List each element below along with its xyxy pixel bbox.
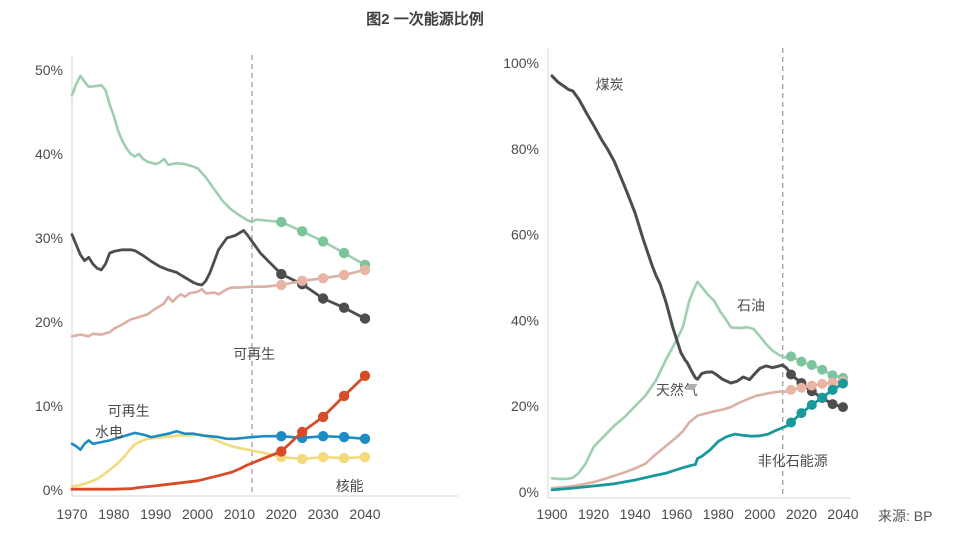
- series-line-oil: [70, 74, 367, 267]
- forecast-dot-nuclear: [338, 452, 350, 464]
- x-tick-label: 1990: [140, 506, 171, 522]
- x-tick-label: 1970: [56, 506, 87, 522]
- forecast-dot-hydro: [338, 431, 350, 443]
- forecast-dot-gas: [796, 382, 807, 393]
- forecast-dot-coal: [827, 399, 838, 410]
- x-tick-label: 2000: [744, 506, 775, 522]
- forecast-dot-renewables: [276, 446, 287, 457]
- series-annotation: 非化石能源: [758, 453, 828, 469]
- forecast-dot-coal: [276, 268, 287, 280]
- series-annotation: 石油: [737, 297, 765, 313]
- forecast-dot-oil: [276, 216, 287, 228]
- forecast-dot-nuclear: [359, 452, 371, 463]
- x-tick-label: 1980: [98, 506, 129, 522]
- series-line-coal: [70, 228, 367, 321]
- forecast-dot-coal: [317, 293, 329, 304]
- x-tick-label: 2040: [827, 506, 858, 522]
- y-tick-label: 10%: [35, 398, 63, 414]
- series-annotation: 天然气: [656, 382, 698, 398]
- x-tick-label: 1940: [620, 506, 651, 522]
- figure-title: 图2 一次能源比例: [366, 11, 484, 28]
- forecast-dot-nonfossil: [838, 378, 848, 389]
- series-annotation: 可再生: [233, 346, 275, 362]
- series-line-gas: [70, 268, 367, 338]
- forecast-dot-oil: [817, 364, 828, 375]
- x-tick-label: 1960: [661, 506, 692, 522]
- y-tick-label: 60%: [511, 227, 539, 243]
- series-annotation: 可再生: [108, 403, 150, 419]
- forecast-dot-oil: [806, 360, 817, 370]
- forecast-dot-renewables: [297, 426, 308, 438]
- y-tick-label: 0%: [519, 484, 539, 500]
- forecast-dot-gas: [317, 273, 329, 284]
- series-line-oil: [550, 280, 845, 481]
- forecast-dot-gas: [827, 377, 838, 388]
- chart-right: 0% 20% 40% 60% 80% 100% 1900 1920 1940 1960 1980 20…: [503, 48, 859, 522]
- forecast-dot-nuclear: [317, 452, 329, 463]
- x-tick-label: 1920: [578, 506, 609, 522]
- forecast-dot-renewables: [317, 411, 329, 423]
- y-tick-label: 50%: [35, 62, 63, 78]
- x-tick-label: 2010: [224, 506, 255, 522]
- series-line-hydro: [70, 429, 367, 452]
- y-tick-label: 100%: [503, 55, 539, 71]
- forecast-dot-nonfossil: [796, 408, 807, 419]
- series-annotation: 煤炭: [596, 77, 624, 93]
- forecast-dot-coal: [338, 302, 350, 313]
- x-tick-label: 2030: [308, 506, 339, 522]
- forecast-dot-renewables: [338, 390, 350, 402]
- forecast-dot-gas: [276, 279, 287, 291]
- series-line-nuclear: [70, 433, 367, 488]
- forecast-dot-nonfossil: [817, 392, 828, 403]
- chart-left: 0% 10% 20% 30% 40% 50% 1970 1980 1990 2000 2010 202…: [35, 55, 458, 522]
- forecast-dot-gas: [297, 275, 308, 286]
- series-line-coal: [550, 74, 845, 409]
- forecast-dot-gas: [817, 378, 828, 389]
- forecast-dot-gas: [359, 264, 371, 276]
- forecast-dot-gas: [338, 269, 350, 281]
- x-tick-label: 2020: [786, 506, 817, 522]
- forecast-dot-oil: [796, 356, 807, 367]
- y-tick-label: 0%: [43, 482, 63, 498]
- forecast-dot-nonfossil: [806, 399, 817, 410]
- forecast-dot-hydro: [276, 431, 287, 442]
- y-tick-label: 40%: [511, 312, 539, 328]
- forecast-dot-oil: [786, 351, 796, 362]
- x-tick-label: 2000: [182, 506, 213, 522]
- forecast-dot-oil: [297, 226, 308, 237]
- x-tick-label: 1980: [703, 506, 734, 522]
- source-label: 来源: BP: [878, 508, 933, 524]
- y-tick-label: 80%: [511, 141, 539, 157]
- forecast-dot-oil: [338, 247, 350, 259]
- forecast-dot-coal: [359, 313, 371, 324]
- forecast-dot-coal: [838, 402, 848, 413]
- forecast-dot-coal: [786, 369, 796, 380]
- forecast-dot-nuclear: [297, 453, 308, 465]
- series-annotation: 核能: [336, 478, 364, 494]
- y-tick-label: 30%: [35, 230, 63, 246]
- x-tick-label: 1900: [536, 506, 567, 522]
- series-annotation: 水电: [95, 424, 123, 440]
- forecast-dot-hydro: [359, 433, 371, 444]
- forecast-dot-gas: [806, 380, 817, 391]
- forecast-dot-nonfossil: [827, 384, 838, 395]
- x-tick-label: 2020: [266, 506, 297, 522]
- forecast-dot-oil: [827, 370, 838, 381]
- forecast-dot-renewables: [359, 370, 371, 381]
- x-tick-label: 2040: [349, 506, 380, 522]
- forecast-dot-gas: [786, 384, 796, 395]
- y-tick-label: 40%: [35, 146, 63, 162]
- y-tick-label: 20%: [35, 314, 63, 330]
- series-line-nonfossil: [550, 382, 845, 492]
- forecast-dot-nonfossil: [786, 417, 796, 428]
- forecast-dot-oil: [317, 236, 329, 247]
- y-tick-label: 20%: [511, 398, 539, 414]
- forecast-dot-hydro: [317, 431, 329, 442]
